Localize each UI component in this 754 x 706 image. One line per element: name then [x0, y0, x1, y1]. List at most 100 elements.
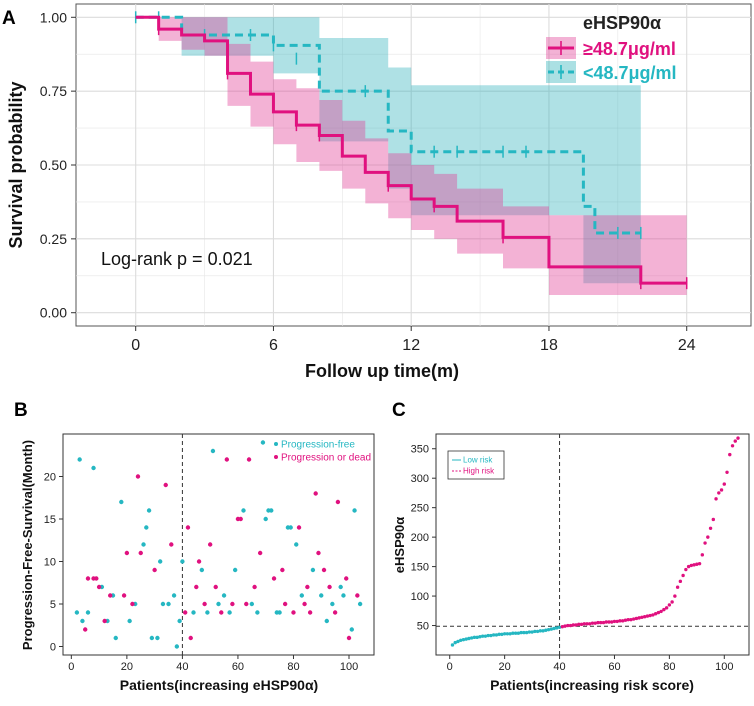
- panel-c-point-low: [519, 630, 523, 635]
- panel-b-point-high: [291, 610, 296, 615]
- panel-c-point-low: [486, 633, 490, 638]
- panel-c-point-low: [450, 643, 455, 647]
- panel-b-point-high: [246, 457, 252, 462]
- legend-c-box: [447, 450, 505, 480]
- panel-c-point-low: [500, 632, 504, 637]
- panel-b-xtick-label: 60: [232, 661, 244, 673]
- panel-b-point-high: [130, 601, 135, 607]
- panel-b-point-high: [332, 610, 338, 615]
- panel-b-point-low: [255, 610, 260, 615]
- panel-c-point-low: [472, 635, 477, 640]
- panel-c-point-high: [612, 619, 617, 624]
- panel-b-point-low: [299, 593, 305, 598]
- panel-c-point-low: [513, 631, 518, 635]
- panel-b-point-low: [319, 593, 324, 598]
- panel-a-xlabel: Follow up time(m): [305, 361, 459, 381]
- panel-b-point-high: [257, 550, 263, 556]
- panel-b-point-low: [119, 499, 124, 505]
- panel-c-point-low: [456, 639, 460, 644]
- panel-b-point-low: [232, 567, 238, 573]
- panel-c-point-high: [596, 620, 600, 625]
- panel-b-point-high: [135, 474, 141, 479]
- panel-b-point-low: [288, 525, 293, 530]
- panel-b-point-high: [219, 610, 224, 615]
- panel-c-point-high: [604, 620, 608, 624]
- legend-high-label: ≥48.7μg/ml: [583, 39, 676, 59]
- panel-c-point-low: [524, 630, 529, 635]
- panel-b-point-high: [302, 601, 307, 607]
- panel-c-point-high: [590, 621, 595, 625]
- panel-b-point-high: [307, 610, 313, 615]
- km-curve-high: [135, 15, 687, 285]
- panel-a-survival-curves: [134, 11, 688, 290]
- panel-b-point-low: [113, 635, 118, 641]
- legend-low-label: <48.7μg/ml: [583, 63, 677, 83]
- panel-c-point-low: [549, 627, 554, 631]
- legend-b-progression-free-label: Progression-free: [281, 440, 355, 451]
- panel-c-point-high: [566, 623, 570, 628]
- panel-b-point-high: [305, 584, 310, 590]
- legend-b-progression-dead-dot: [274, 455, 278, 459]
- panel-c-point-high: [640, 615, 644, 619]
- panel-b-point-low: [180, 559, 185, 564]
- panel-c-points: [450, 436, 740, 647]
- panel-a-legend-title: eHSP90α: [583, 13, 661, 33]
- panel-b-point-high: [282, 601, 288, 607]
- panel-b-ytick-label: 15: [44, 514, 56, 526]
- panel-c-point-high: [681, 573, 685, 578]
- panel-b-point-high: [224, 457, 230, 462]
- panel-c-ytick-label: 250: [411, 503, 429, 515]
- panel-b-point-low: [149, 635, 155, 641]
- panel-b-point-high: [108, 593, 113, 598]
- panel-b-xtick-label: 0: [68, 661, 74, 673]
- panel-c-point-high: [626, 617, 630, 622]
- panel-b-point-low: [221, 593, 227, 598]
- panel-c-point-low: [546, 627, 551, 632]
- panel-a-grid: [76, 4, 751, 326]
- panel-c-point-high: [615, 619, 619, 624]
- panel-c-point-low: [552, 626, 556, 631]
- panel-c-point-high: [648, 613, 652, 618]
- panel-a-ytick-label: 0.00: [40, 305, 67, 321]
- panel-b-point-low: [85, 610, 91, 615]
- panel-b-point-low: [241, 508, 246, 513]
- panel-c-point-high: [703, 541, 707, 545]
- panel-c-point-high: [730, 444, 735, 448]
- panel-c-point-high: [629, 617, 633, 622]
- panel-c-point-high: [695, 562, 699, 566]
- panel-c-point-high: [610, 620, 614, 624]
- panel-c-point-high: [684, 567, 688, 572]
- panel-c-point-low: [464, 637, 468, 641]
- panel-b-point-low: [294, 542, 299, 547]
- panel-b-point-low: [191, 610, 196, 615]
- panel-c-point-high: [689, 563, 694, 568]
- panel-c-ytick-label: 200: [411, 532, 429, 544]
- panel-a-legend: eHSP90α ≥48.7μg/ml <48.7μg/ml: [546, 13, 677, 83]
- panel-c-point-low: [555, 626, 559, 630]
- panel-b-point-low: [269, 508, 274, 513]
- panel-c-point-high: [736, 436, 740, 440]
- panel-b-point-low: [338, 584, 343, 590]
- panel-c-point-low: [453, 640, 457, 645]
- panel-c-point-high: [585, 622, 589, 626]
- km-confidence-band-high: [135, 17, 687, 296]
- panel-c-point-high: [697, 561, 702, 566]
- panel-c-ytick-label: 350: [411, 444, 429, 456]
- panel-b-label: B: [14, 400, 28, 421]
- panel-c-point-high: [659, 609, 663, 614]
- panel-b-point-high: [296, 525, 302, 530]
- panel-c-point-low: [502, 632, 507, 636]
- panel-b-point-high: [152, 567, 157, 573]
- panel-c-point-high: [706, 535, 710, 539]
- panel-b-point-low: [260, 440, 266, 445]
- panel-b-point-low: [160, 601, 166, 607]
- panel-b-point-high: [280, 567, 285, 573]
- panel-c-point-high: [653, 612, 658, 616]
- panel-b-point-low: [249, 601, 255, 607]
- panel-b-point-low: [263, 516, 268, 522]
- panel-b-ytick-label: 0: [50, 642, 56, 654]
- panel-b-point-high: [207, 542, 213, 547]
- panel-c-xtick-label: 0: [447, 661, 453, 673]
- panel-c-point-low: [461, 637, 466, 642]
